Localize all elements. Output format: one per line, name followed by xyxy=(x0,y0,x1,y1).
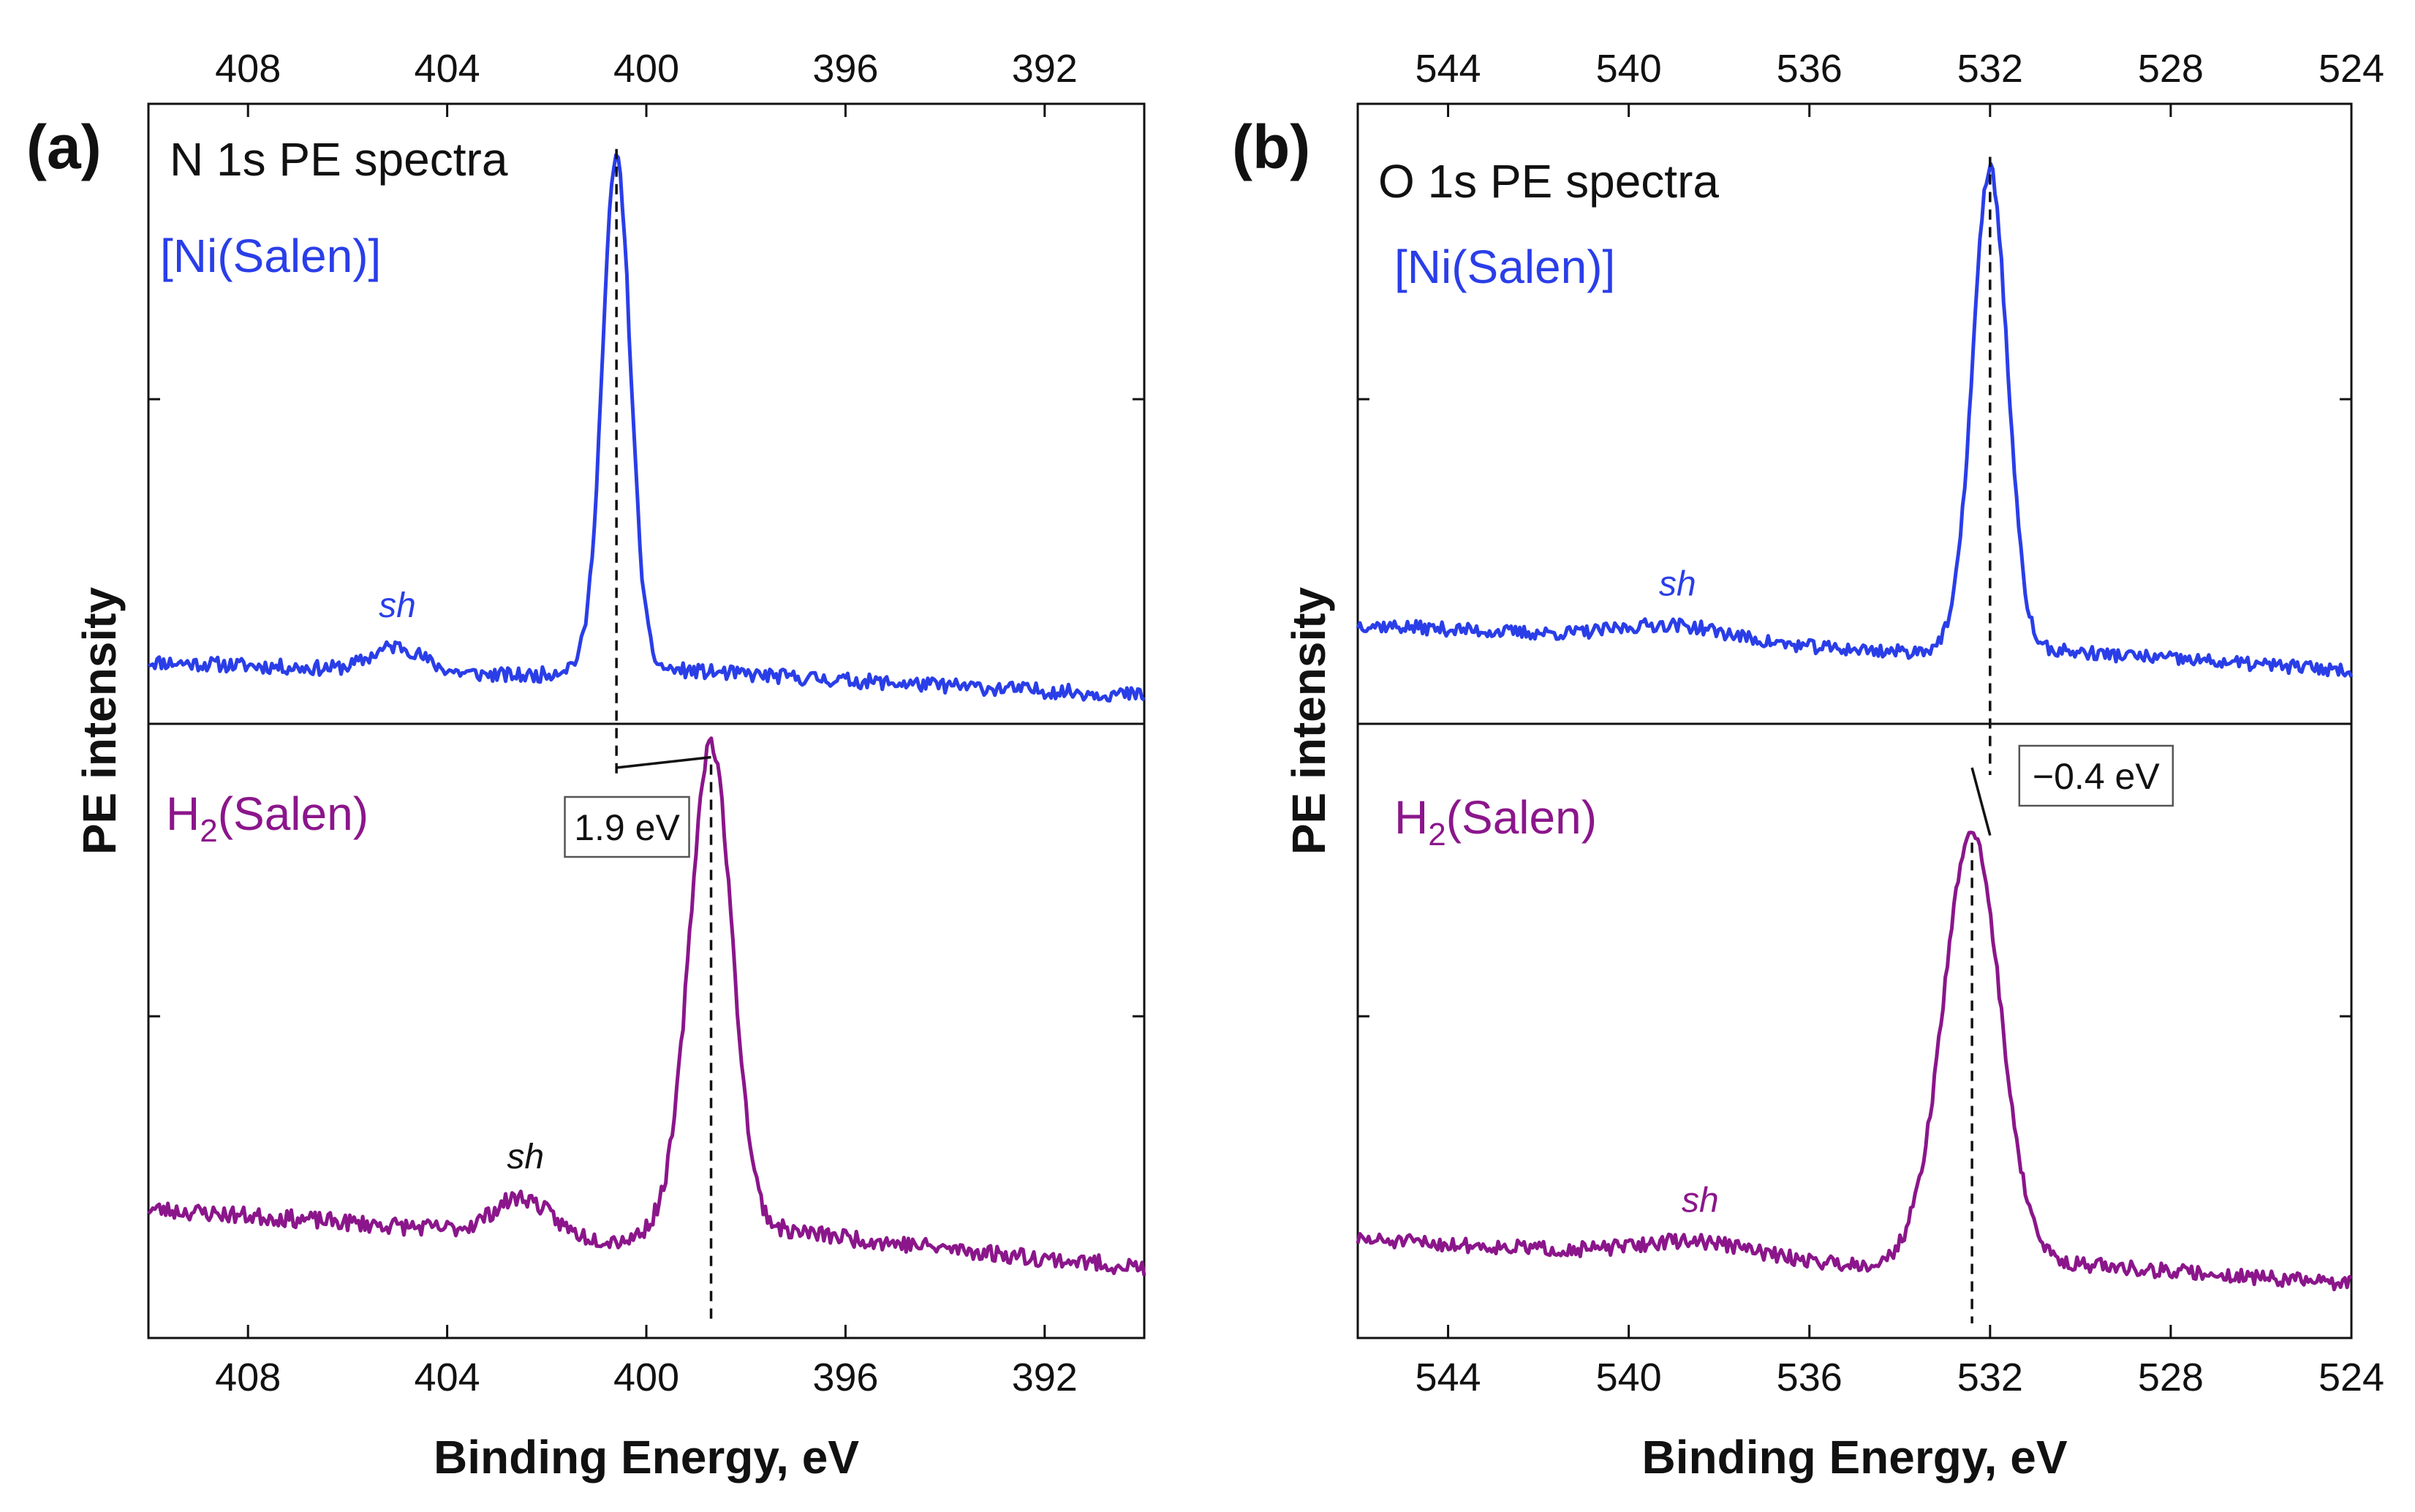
shift-connector-line xyxy=(616,755,711,769)
series-label-subscript: 2 xyxy=(200,813,217,849)
shift-label-box xyxy=(2018,744,2174,807)
shoulder-label: sh xyxy=(507,1138,544,1176)
panel-letter: (b) xyxy=(1232,113,1310,181)
x-tick-label-bottom: 540 xyxy=(1596,1356,1662,1399)
shift-connector-line xyxy=(1970,767,1992,836)
spectra-title: O 1s PE spectra xyxy=(1378,155,1719,208)
x-tick-label-top: 536 xyxy=(1777,47,1843,91)
series-label-ni-salen: [Ni(Salen)] xyxy=(160,230,381,282)
series-label-rest: (Salen) xyxy=(218,787,369,840)
shoulder-label: sh xyxy=(1682,1182,1719,1220)
x-tick-label-bottom: 544 xyxy=(1415,1356,1481,1399)
x-tick-label-top: 540 xyxy=(1596,47,1662,91)
x-tick-label-top: 528 xyxy=(2138,47,2204,91)
spectra-title: N 1s PE spectra xyxy=(170,133,508,186)
shift-label: −0.4 eV xyxy=(2033,756,2160,797)
x-tick-label-bottom: 408 xyxy=(215,1356,281,1399)
x-tick-label-bottom: 532 xyxy=(1957,1356,2023,1399)
series-label-h2-salen: H2(Salen) xyxy=(166,787,369,849)
series-label-rest: (Salen) xyxy=(1446,791,1597,844)
spectrum-line-ni-salen xyxy=(1356,162,2354,678)
x-tick-label-top: 396 xyxy=(812,47,878,91)
x-tick-label-bottom: 404 xyxy=(415,1356,480,1399)
shoulder-label: sh xyxy=(1659,565,1696,604)
plot-frame xyxy=(1356,102,2353,1339)
plot-frame xyxy=(147,102,1146,1339)
x-axis-title: Binding Energy, eV xyxy=(1642,1431,2068,1483)
spectrum-line-h2-salen xyxy=(1356,831,2352,1292)
panel-letter: (a) xyxy=(26,113,102,181)
y-axis-title: PE intensity xyxy=(73,586,126,855)
x-tick-label-top: 544 xyxy=(1415,47,1481,91)
y-axis-title: PE intensity xyxy=(1282,586,1335,855)
shift-label: 1.9 eV xyxy=(574,807,680,848)
x-tick-label-bottom: 524 xyxy=(2318,1356,2384,1399)
x-tick-label-top: 532 xyxy=(1957,47,2023,91)
series-label-main: H xyxy=(166,787,200,840)
spectrum-line-h2-salen xyxy=(147,736,1146,1277)
x-tick-label-top: 392 xyxy=(1012,47,1078,91)
series-label-ni-salen: [Ni(Salen)] xyxy=(1394,241,1615,293)
x-tick-label-top: 408 xyxy=(215,47,281,91)
x-axis-title: Binding Energy, eV xyxy=(434,1431,859,1483)
x-tick-label-bottom: 528 xyxy=(2138,1356,2204,1399)
spectrum-line-ni-salen xyxy=(148,153,1146,703)
panel-a: 408 408 404 404 400 400 396 396 392 392 Binding En… xyxy=(26,47,1146,1483)
x-tick-label-bottom: 392 xyxy=(1012,1356,1078,1399)
panel-b: 544 544 540 540 536 536 532 532 528 528 524 524 Bind… xyxy=(1232,47,2384,1483)
x-tick-label-bottom: 396 xyxy=(812,1356,878,1399)
x-tick-label-bottom: 400 xyxy=(613,1356,679,1399)
series-label-subscript: 2 xyxy=(1428,817,1445,853)
x-tick-label-top: 404 xyxy=(415,47,480,91)
x-tick-label-top: 400 xyxy=(613,47,679,91)
x-tick-label-top: 524 xyxy=(2318,47,2384,91)
shoulder-label: sh xyxy=(379,586,416,625)
series-label-h2-salen: H2(Salen) xyxy=(1394,791,1597,853)
shift-label-box xyxy=(564,795,690,858)
x-tick-label-bottom: 536 xyxy=(1777,1356,1843,1399)
series-label-main: H xyxy=(1394,791,1428,844)
